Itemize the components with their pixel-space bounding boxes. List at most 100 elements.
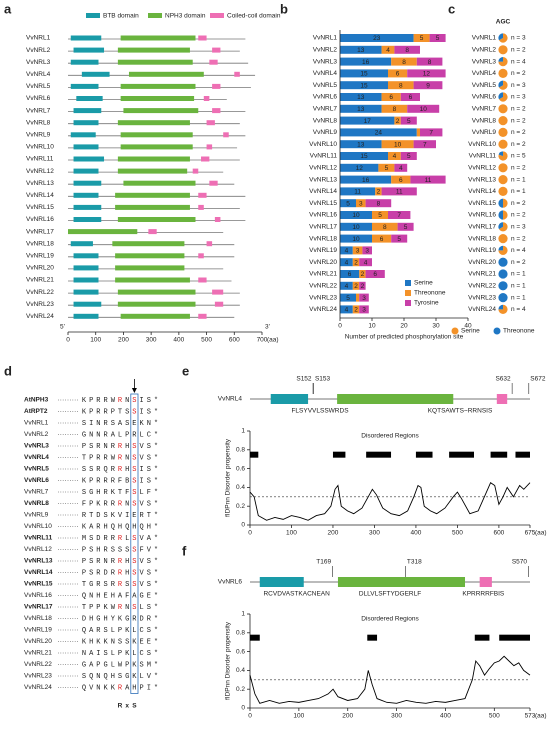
residue: S xyxy=(132,466,136,474)
residue: A xyxy=(125,684,130,692)
gene-label: VvNRL22 xyxy=(26,289,54,296)
sequence-name: VvNRL23 xyxy=(24,673,52,680)
residue: G xyxy=(103,661,107,669)
residue: A xyxy=(111,431,116,439)
residue: N xyxy=(125,500,129,508)
domain xyxy=(70,83,99,89)
bar-segment xyxy=(388,152,401,160)
residue: V xyxy=(139,558,144,566)
gene-label: VvNRL6 xyxy=(218,579,243,586)
n-label: n = 2 xyxy=(511,129,526,136)
residue: E xyxy=(132,420,136,428)
gene-label: VvNRL4 xyxy=(26,71,51,78)
value-label: 23 xyxy=(373,35,381,42)
bar-segment xyxy=(340,69,388,78)
residue: K xyxy=(125,650,130,658)
gene-label: VvNRL11 xyxy=(26,156,54,163)
value-label: 16 xyxy=(362,177,370,184)
residue: G xyxy=(139,592,143,600)
residue: A xyxy=(89,523,94,531)
bar-segment xyxy=(340,81,388,90)
category-label: VvNRL18 xyxy=(468,235,496,242)
gene-label: VvNRL23 xyxy=(26,301,54,308)
bar-segment xyxy=(352,305,360,314)
bar-segment xyxy=(400,152,417,160)
residue: S xyxy=(118,638,122,646)
disorder-line xyxy=(249,655,531,704)
sequence-name: VvNRL8 xyxy=(24,500,49,507)
residue: Y xyxy=(111,615,116,623)
value-label: 8 xyxy=(399,82,403,89)
bar-segment xyxy=(388,211,411,219)
residue: K xyxy=(111,512,116,520)
residue: V xyxy=(139,500,144,508)
bar-segment xyxy=(372,222,398,231)
residue: N xyxy=(111,638,115,646)
domain xyxy=(120,132,193,138)
pie-slice xyxy=(498,92,503,100)
category-label: VvNRL22 xyxy=(468,283,496,290)
value-label: 5 xyxy=(436,35,440,42)
value-label: 6 xyxy=(396,71,400,78)
disordered-region xyxy=(250,451,259,458)
value-label: 6 xyxy=(373,271,377,278)
n-label: n = 4 xyxy=(511,247,526,254)
residue: E xyxy=(147,638,151,646)
bar-segment xyxy=(407,69,446,78)
y-tick-label: 0.2 xyxy=(236,686,245,693)
domain xyxy=(337,394,454,404)
residue: H xyxy=(132,523,136,531)
sequence-name: VvNRL21 xyxy=(24,650,52,657)
end-label: 5' xyxy=(60,324,65,331)
value-label: 6 xyxy=(399,177,403,184)
residue: * xyxy=(154,546,158,554)
sequence-name: VvNRL11 xyxy=(24,535,53,542)
sequence-name: VvNRL14 xyxy=(24,569,53,576)
residue: E xyxy=(147,592,151,600)
residue: P xyxy=(89,454,93,462)
category-label: VvNRL21 xyxy=(468,271,496,278)
residue: H xyxy=(125,466,129,474)
residue: I xyxy=(139,408,143,416)
pie-slice xyxy=(498,151,508,161)
value-label: 17 xyxy=(364,118,372,125)
residue: R xyxy=(103,535,108,543)
pie-slice xyxy=(498,57,503,62)
domain xyxy=(117,156,190,162)
value-label: 5 xyxy=(407,153,411,160)
residue: S xyxy=(147,604,151,612)
value-label: 4 xyxy=(386,47,390,54)
gene-label: VvNRL1 xyxy=(26,35,51,42)
value-label: 7 xyxy=(429,130,433,137)
bar-segment xyxy=(429,34,446,42)
gene-label: VvNRL20 xyxy=(26,265,54,272)
residue: Q xyxy=(82,592,86,600)
residue: P xyxy=(139,684,143,692)
domain xyxy=(198,277,207,283)
y-tick-label: 1 xyxy=(241,611,245,618)
residue: I xyxy=(147,684,151,692)
residue: R xyxy=(118,569,123,577)
category-label: VvNRL10 xyxy=(309,141,337,148)
residue: B xyxy=(125,477,129,485)
residue: G xyxy=(82,431,86,439)
value-label: 10 xyxy=(420,106,428,113)
residue: T xyxy=(89,512,93,520)
residue: T xyxy=(147,512,151,520)
bar-segment xyxy=(394,163,408,172)
pie-slice xyxy=(498,186,508,196)
x-tick-label: 500 xyxy=(452,530,463,537)
n-label: n = 2 xyxy=(511,165,526,172)
value-label: 10 xyxy=(352,224,360,231)
residue: G xyxy=(89,489,93,497)
value-label: 5 xyxy=(378,212,382,219)
bar-segment xyxy=(372,234,392,243)
domain xyxy=(201,156,210,162)
residue: A xyxy=(89,661,94,669)
domain xyxy=(117,59,193,65)
domain xyxy=(209,59,218,65)
value-label: 24 xyxy=(375,130,383,137)
domain xyxy=(115,265,185,271)
residue: S xyxy=(103,581,107,589)
residue: P xyxy=(96,604,100,612)
